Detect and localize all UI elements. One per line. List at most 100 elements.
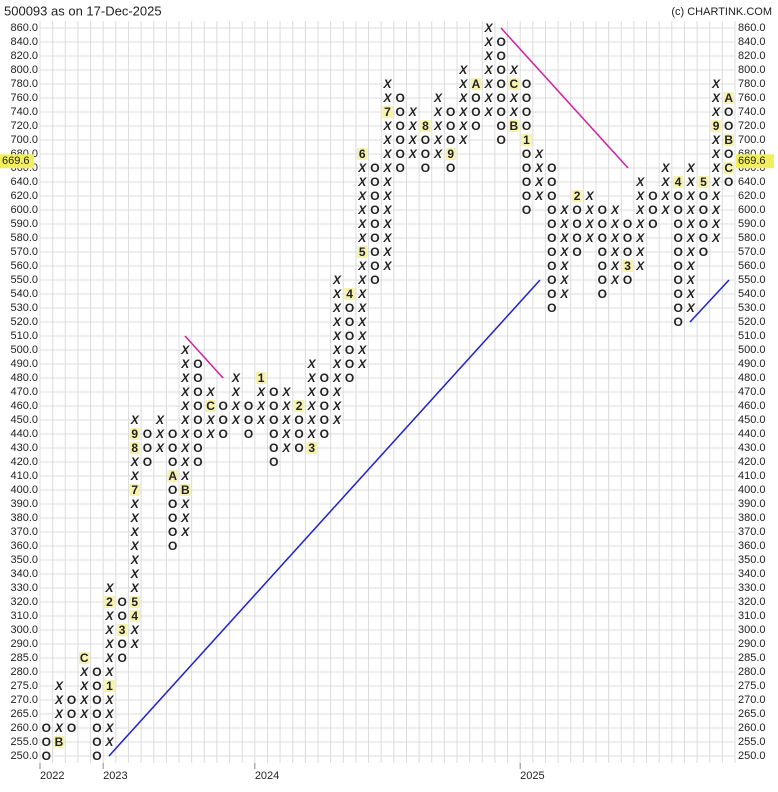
o-box: O [269,385,278,399]
o-box: O [522,91,531,105]
month-marker: 9 [131,427,138,441]
x-box: X [357,231,367,245]
o-box: O [193,385,202,399]
y-tick-label-right: 350.0 [738,554,766,566]
x-box: X [458,105,468,119]
y-tick-label: 510.0 [10,330,38,342]
o-box: O [345,315,354,329]
o-box: O [219,399,228,413]
o-box: O [421,133,430,147]
o-box: O [193,441,202,455]
x-box: X [54,707,64,721]
y-tick-label: 500.0 [10,344,38,356]
x-box: X [559,273,569,287]
y-tick-label: 600.0 [10,204,38,216]
x-box: X [130,511,140,525]
month-box [723,134,734,146]
month-box [571,190,583,202]
o-box: O [673,301,682,315]
resistance-line [184,335,224,379]
month-marker: 7 [384,105,391,119]
x-box: X [104,637,114,651]
o-box: O [623,245,632,259]
y-tick-label: 490.0 [10,358,38,370]
y-tick-label: 420.0 [10,456,38,468]
x-box: X [382,231,392,245]
month-box [356,148,368,160]
x-box: X [585,203,595,217]
month-marker: 2 [574,189,581,203]
month-marker: 1 [258,371,265,385]
month-box [53,736,65,748]
month-box [470,78,482,90]
y-tick-label: 280.0 [10,666,38,678]
x-box: X [458,77,468,91]
x-box: X [458,119,468,133]
o-box: O [92,749,101,763]
x-box: X [180,385,190,399]
x-box: X [382,161,392,175]
x-box: X [104,651,114,665]
x-box: X [180,413,190,427]
y-tick-label-right: 590.0 [738,218,766,230]
x-box: X [180,525,190,539]
month-box [723,92,734,104]
x-box: X [635,245,645,259]
x-box: X [433,105,443,119]
y-tick-label: 700.0 [10,134,38,146]
o-box: O [421,161,430,175]
year-label: 2025 [520,770,544,782]
y-tick-label: 460.0 [10,400,38,412]
x-box: X [711,161,721,175]
resistance-line [500,27,629,169]
x-box: X [559,217,569,231]
o-box: O [471,91,480,105]
x-box: X [408,133,418,147]
x-box: X [54,693,64,707]
x-box: X [660,203,670,217]
x-box: X [130,455,140,469]
month-box [116,624,128,636]
o-box: O [522,189,531,203]
x-box: X [408,119,418,133]
x-box: X [281,441,291,455]
o-box: O [294,427,303,441]
o-box: O [673,315,682,329]
column: OOO [67,693,76,735]
x-box: X [585,189,595,203]
x-box: X [484,91,494,105]
y-tick-label: 340.0 [10,568,38,580]
x-box: X [610,273,620,287]
y-tick-label-right: 550.0 [738,274,766,286]
month-box [167,470,178,482]
o-box: O [370,217,379,231]
o-box: O [269,427,278,441]
o-box: O [522,161,531,175]
y-tick-label: 255.0 [10,736,38,748]
x-box: X [332,371,342,385]
y-tick-label: 270.0 [10,694,38,706]
x-box: X [332,287,342,301]
o-box: O [92,693,101,707]
x-box: X [281,399,291,413]
x-box: X [484,35,494,49]
month-marker: 3 [119,623,126,637]
x-box: X [509,105,519,119]
y-tick-label: 430.0 [10,442,38,454]
o-box: O [673,245,682,259]
x-box: X [180,371,190,385]
y-tick-label: 310.0 [10,610,38,622]
o-box: O [572,203,581,217]
